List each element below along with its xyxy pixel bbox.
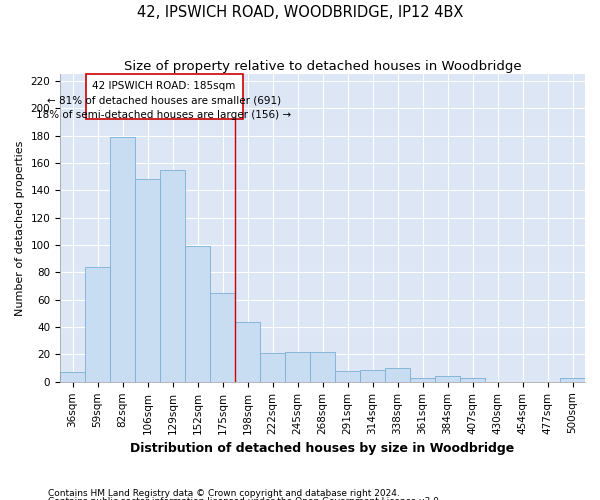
Bar	[335, 371, 360, 382]
Bar	[460, 378, 485, 382]
Bar	[60, 372, 85, 382]
Text: 42 IPSWICH ROAD: 185sqm: 42 IPSWICH ROAD: 185sqm	[92, 81, 236, 91]
Text: Contains public sector information licensed under the Open Government Licence v3: Contains public sector information licen…	[48, 497, 442, 500]
FancyBboxPatch shape	[86, 74, 242, 120]
Bar	[235, 322, 260, 382]
Bar	[185, 246, 210, 382]
Text: Contains HM Land Registry data © Crown copyright and database right 2024.: Contains HM Land Registry data © Crown c…	[48, 488, 400, 498]
Bar	[110, 137, 135, 382]
Bar	[285, 352, 310, 382]
Bar	[85, 267, 110, 382]
Bar	[135, 180, 160, 382]
Bar	[410, 378, 435, 382]
Bar	[310, 352, 335, 382]
X-axis label: Distribution of detached houses by size in Woodbridge: Distribution of detached houses by size …	[130, 442, 515, 455]
Bar	[360, 370, 385, 382]
Bar	[435, 376, 460, 382]
Bar	[210, 293, 235, 382]
Text: 18% of semi-detached houses are larger (156) →: 18% of semi-detached houses are larger (…	[37, 110, 292, 120]
Bar	[160, 170, 185, 382]
Bar	[385, 368, 410, 382]
Y-axis label: Number of detached properties: Number of detached properties	[15, 140, 25, 316]
Bar	[260, 353, 285, 382]
Text: 42, IPSWICH ROAD, WOODBRIDGE, IP12 4BX: 42, IPSWICH ROAD, WOODBRIDGE, IP12 4BX	[137, 5, 463, 20]
Title: Size of property relative to detached houses in Woodbridge: Size of property relative to detached ho…	[124, 60, 521, 73]
Text: ← 81% of detached houses are smaller (691): ← 81% of detached houses are smaller (69…	[47, 96, 281, 106]
Bar	[560, 378, 585, 382]
